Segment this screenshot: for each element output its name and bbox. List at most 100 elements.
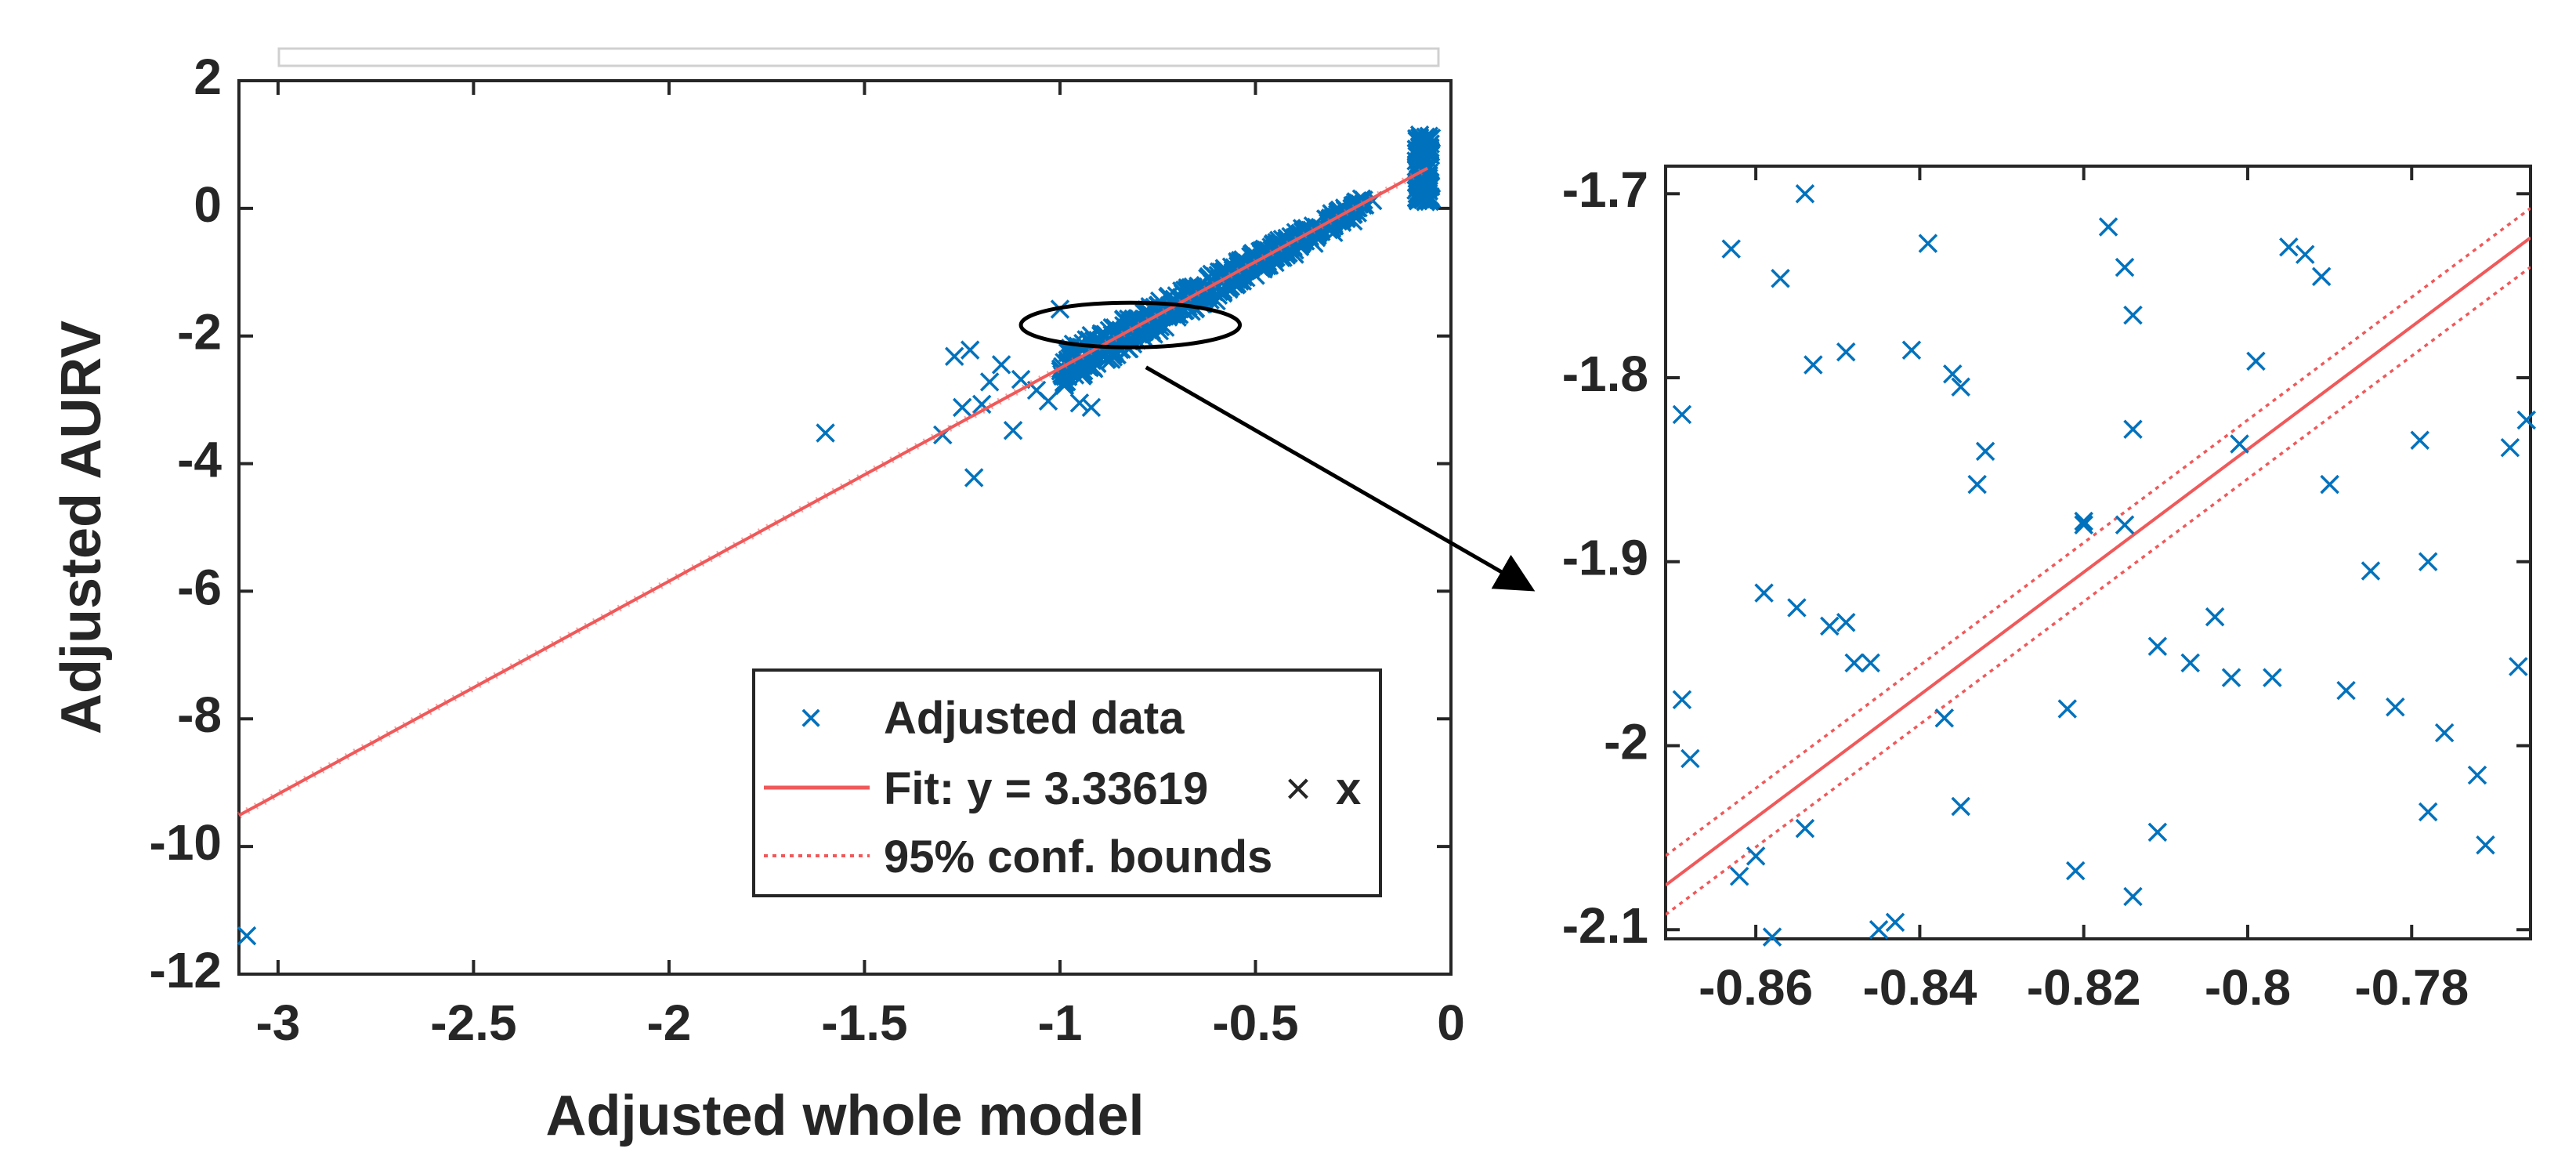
zoom-data-point — [1729, 866, 1749, 886]
main-ytick-label: -8 — [177, 687, 222, 743]
zoom-data-point — [1754, 583, 1774, 603]
zoom-xtick-label: -0.86 — [1699, 959, 1813, 1016]
zoom-data-point — [2516, 410, 2537, 430]
zoom-xtick-label: -0.8 — [2205, 959, 2291, 1016]
main-data-point — [1304, 234, 1324, 253]
main-ytick-label: -4 — [177, 431, 222, 487]
zoom-data-point — [1795, 818, 1815, 839]
legend-label-data: Adjusted data — [884, 693, 1185, 744]
zoom-data-point — [1795, 183, 1815, 204]
main-xtick-label: -1 — [1038, 995, 1083, 1051]
legend-label-bounds: 95% conf. bounds — [884, 831, 1272, 882]
zoom-conf-bound — [1666, 207, 2531, 857]
zoom-conf-bound — [1666, 266, 2531, 916]
zoom-data-point — [2467, 765, 2487, 785]
zoom-fit-line — [1666, 236, 2531, 887]
legend-marker-data: × — [799, 696, 823, 741]
main-axes-box — [237, 79, 1453, 976]
legend-label-fit: Fit: y = 3.33619 — [884, 763, 1208, 814]
zoom-data-point — [2074, 511, 2093, 531]
main-ylabel: Adjusted AURV — [50, 321, 113, 734]
zoom-ytick-label: -2 — [1604, 713, 1648, 770]
zoom-data-point — [1918, 234, 1938, 253]
callout-arrow — [1145, 365, 1536, 592]
zoom-data-point — [1951, 377, 1970, 397]
main-data-point — [991, 355, 1011, 375]
title-box — [277, 47, 1440, 67]
main-data-point-dense — [1297, 219, 1317, 238]
main-data-point — [816, 423, 835, 443]
main-ytick-label: -10 — [150, 814, 223, 871]
zoom-data-point — [1681, 748, 1700, 769]
zoom-xtick-label: -0.84 — [1862, 959, 1977, 1016]
main-plot: -3 -2.5 -2 -1.5 -1 -0.5 0 2 0 -2 -4 -6 -8 -10 -12 Adjus… — [50, 49, 1465, 1147]
main-data-point — [1003, 420, 1023, 440]
zoom-data-point — [1804, 355, 1823, 375]
main-data-point — [1058, 365, 1078, 386]
main-data-point — [1038, 391, 1058, 411]
zoom-data-point — [2246, 351, 2266, 371]
zoom-data-point — [2500, 437, 2520, 458]
callout-ellipse — [1018, 300, 1243, 350]
main-data-point — [1081, 397, 1102, 418]
zoom-data-point — [2410, 430, 2429, 451]
main-ytick-label: 0 — [194, 176, 222, 233]
zoom-data-point — [2180, 653, 2200, 673]
main-data-point — [1207, 291, 1226, 311]
main-data-point — [979, 372, 1000, 392]
zoom-data-point — [2336, 680, 2356, 701]
main-xlabel: Adjusted whole model — [545, 1085, 1144, 1147]
zoom-data-point — [1672, 690, 1692, 710]
zoom-data-point — [1721, 239, 1741, 259]
main-xtick-label: 0 — [1437, 995, 1465, 1051]
zoom-data-point — [2205, 607, 2225, 627]
zoom-data-point — [1951, 796, 1970, 817]
zoom-data-point — [2065, 860, 2086, 881]
zoom-data-point — [2115, 515, 2135, 535]
main-data-point — [1417, 144, 1438, 164]
zoom-ytick-label: -1.9 — [1562, 530, 1648, 586]
main-data-point — [964, 468, 984, 487]
zoom-data-point — [1787, 598, 1807, 618]
zoom-data-point — [1672, 404, 1692, 425]
zoom-data-point — [2263, 668, 2282, 687]
main-data-point — [1265, 252, 1285, 273]
zoom-data-point — [2221, 668, 2241, 687]
main-data-point — [971, 394, 992, 415]
zoom-ytick-label: -1.8 — [1562, 346, 1648, 402]
zoom-data-point — [2418, 552, 2438, 571]
zoom-data-point — [2147, 636, 2168, 656]
main-ytick-label: -6 — [177, 559, 222, 615]
zoom-plot: -0.86 -0.84 -0.82 -0.8 -0.78 -1.7 -1.8 -1.9 -2 -2… — [1562, 161, 2537, 1016]
legend: × Adjusted data Fit: y = 3.33619 × x 95%… — [752, 668, 1382, 897]
zoom-data-point — [1746, 846, 1766, 866]
main-data-point — [1421, 189, 1442, 208]
zoom-data-point — [2295, 245, 2315, 264]
main-xtick-label: -0.5 — [1212, 995, 1298, 1051]
main-data-point — [1069, 393, 1090, 413]
main-data-point — [1417, 176, 1438, 196]
main-ytick-label: 2 — [194, 49, 222, 105]
zoom-data-point — [1861, 653, 1880, 673]
zoom-data-point — [2123, 419, 2143, 439]
zoom-data-point — [2476, 835, 2495, 855]
legend-fit-x: x — [1336, 763, 1361, 814]
legend-fit-times: × — [1285, 763, 1312, 814]
main-data-point — [1246, 266, 1265, 285]
zoom-xtick-label: -0.82 — [2027, 959, 2141, 1016]
zoom-data-point — [1836, 612, 1856, 632]
zoom-data-point — [1836, 342, 1856, 362]
zoom-data-point — [2123, 305, 2143, 325]
main-data-point — [1324, 223, 1344, 243]
zoom-data-point — [1844, 653, 1864, 673]
main-xtick-label: -3 — [255, 995, 300, 1051]
main-fit-line — [238, 166, 1429, 817]
main-data-point-dense — [1099, 321, 1120, 340]
zoom-data-point — [1934, 708, 1955, 728]
main-data-point-dense — [1140, 304, 1160, 324]
zoom-data-point — [2230, 434, 2249, 454]
zoom-data-point — [1885, 912, 1905, 933]
zoom-data-point — [1869, 920, 1889, 940]
zoom-data-point — [1943, 364, 1963, 384]
